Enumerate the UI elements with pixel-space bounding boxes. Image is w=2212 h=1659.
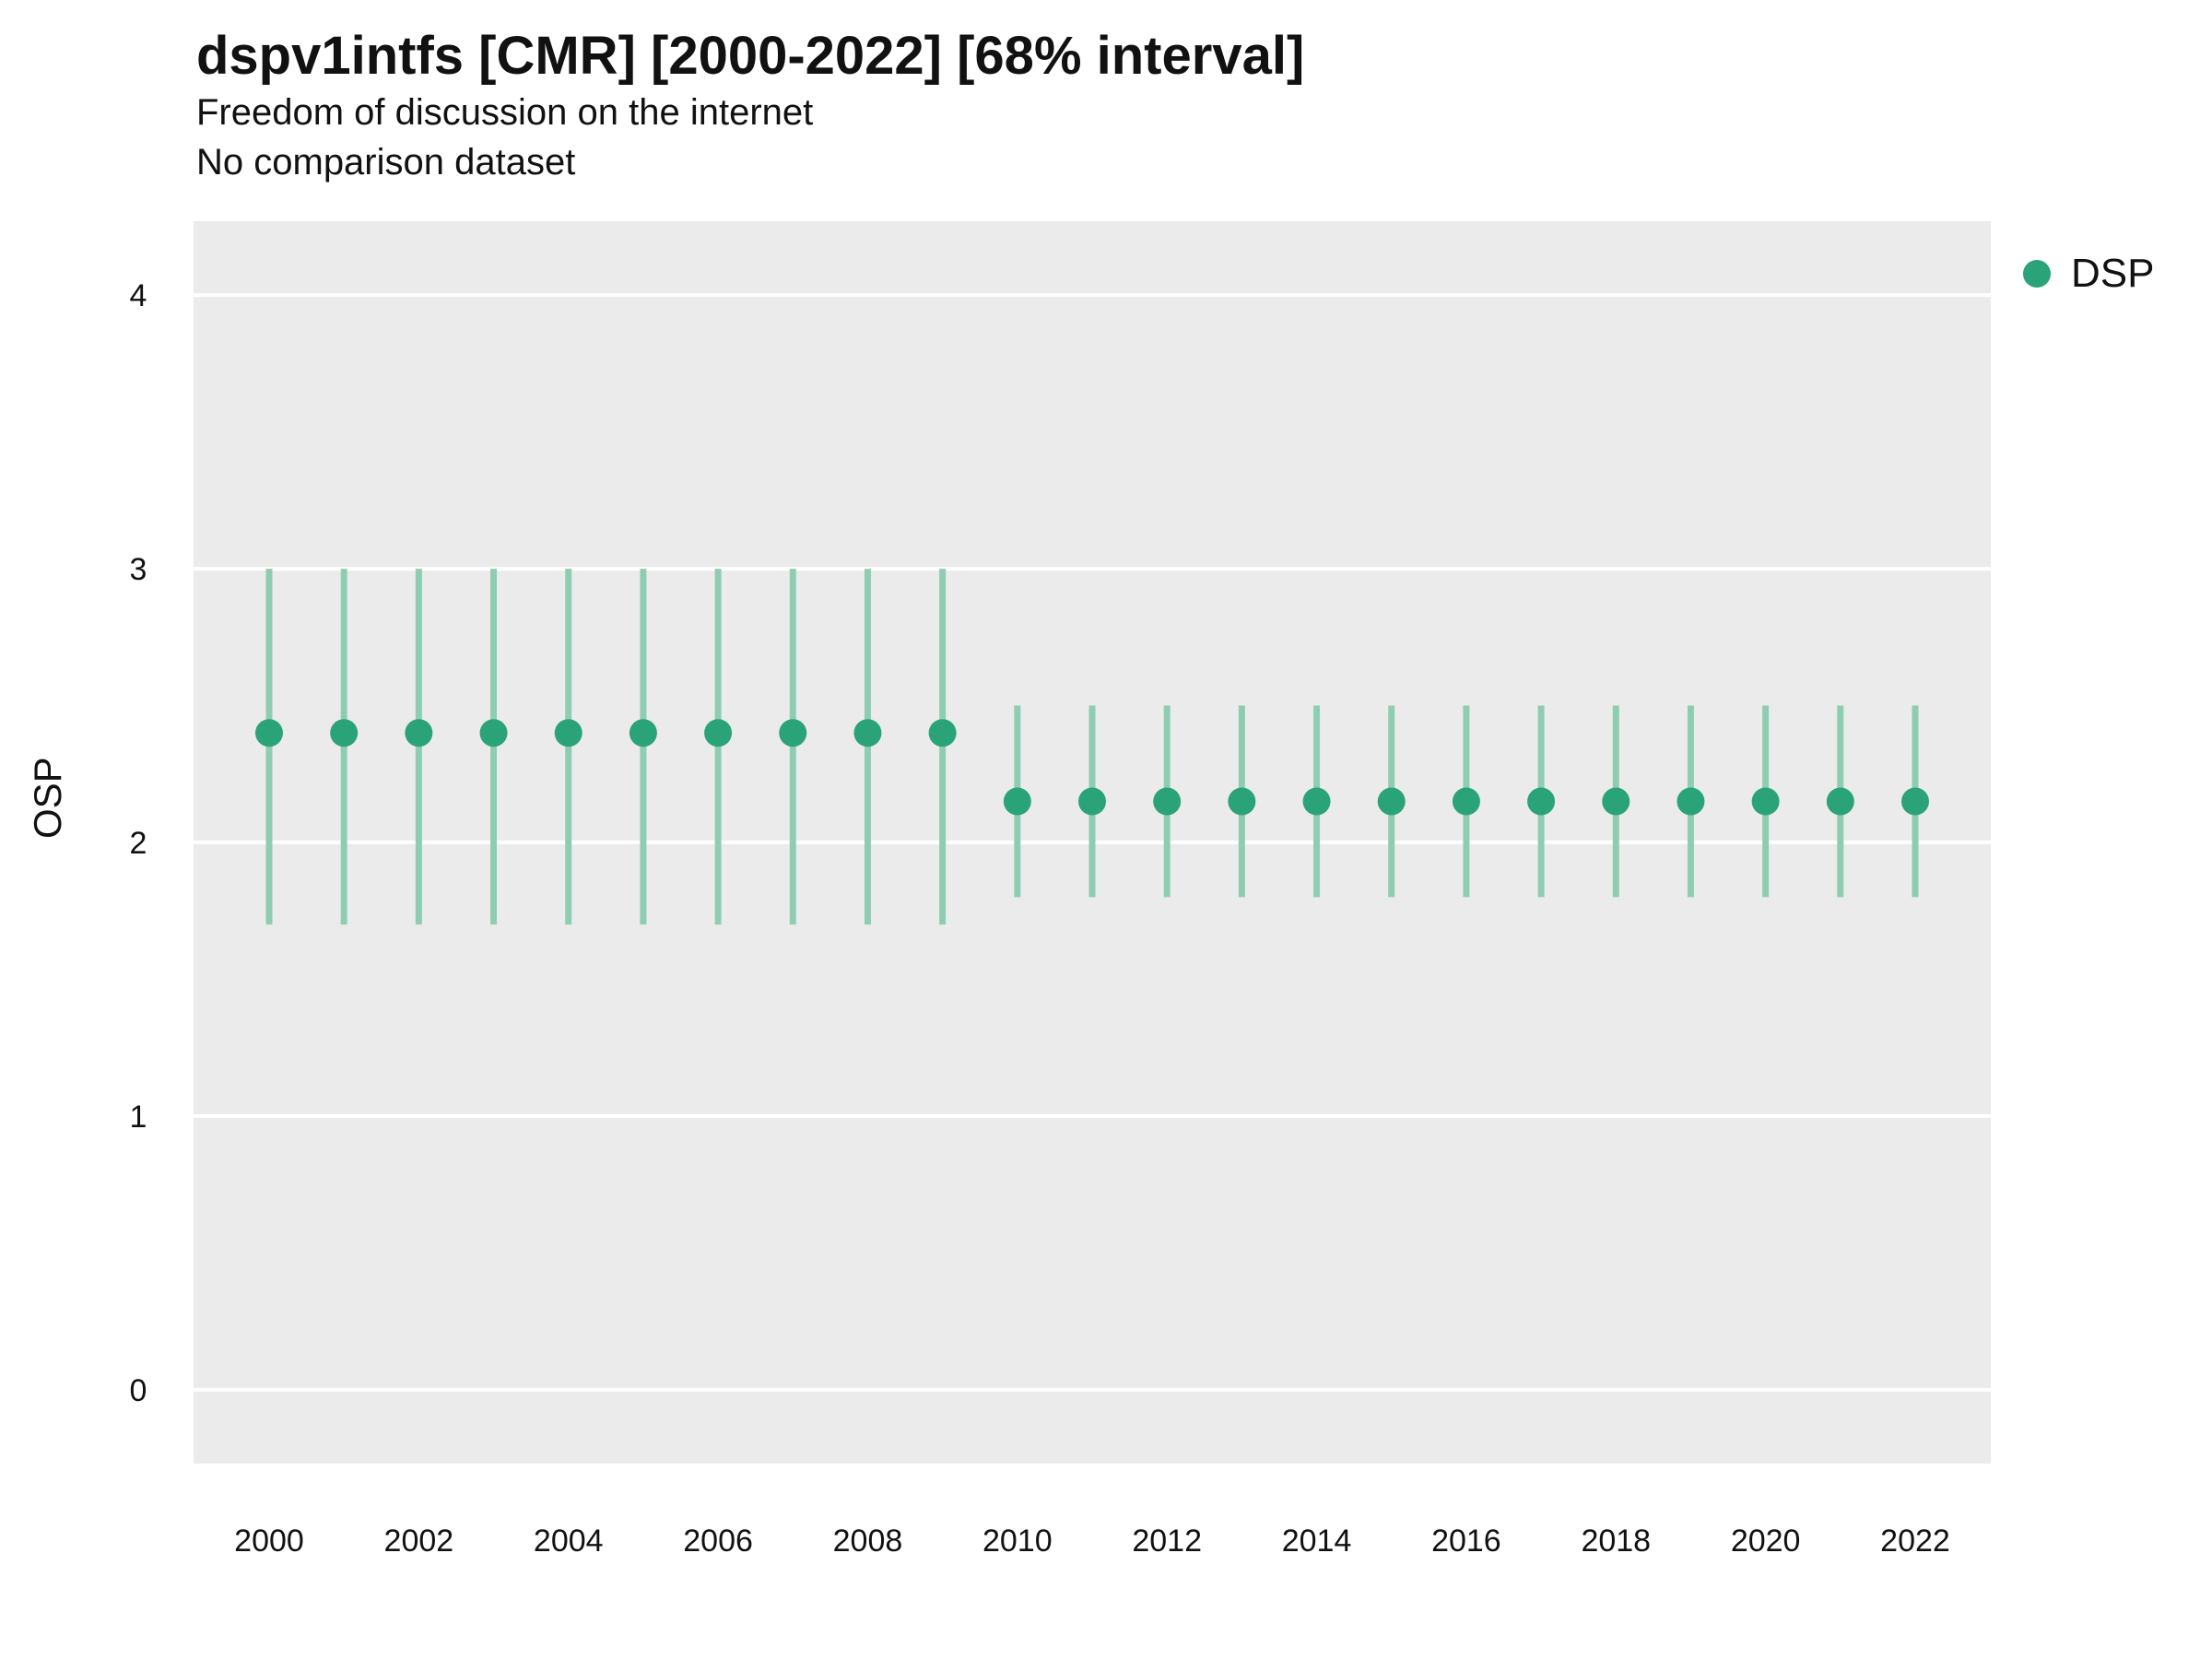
point-DSP-2016	[1452, 787, 1480, 816]
y-tick-label-3: 3	[130, 552, 147, 587]
chart-subtitle: Freedom of discussion on the internet	[196, 91, 814, 133]
x-tick-label-2022: 2022	[1880, 1524, 1950, 1559]
legend-label: DSP	[2071, 251, 2155, 296]
point-DSP-2013	[1228, 787, 1256, 816]
point-DSP-2014	[1302, 787, 1331, 816]
point-DSP-2022	[1901, 787, 1929, 816]
point-DSP-2018	[1602, 787, 1630, 816]
y-tick-label-4: 4	[130, 278, 147, 313]
point-DSP-2019	[1677, 787, 1705, 816]
y-tick-label-0: 0	[130, 1373, 147, 1408]
point-DSP-2002	[405, 719, 433, 747]
x-tick-label-2006: 2006	[683, 1524, 753, 1559]
point-DSP-2021	[1826, 787, 1854, 816]
x-tick-label-2020: 2020	[1731, 1524, 1801, 1559]
x-tick-label-2010: 2010	[982, 1524, 1053, 1559]
point-DSP-2007	[779, 719, 807, 747]
point-DSP-2015	[1377, 787, 1406, 816]
point-DSP-2010	[1003, 787, 1031, 816]
point-DSP-2008	[853, 719, 882, 747]
legend: DSP	[2023, 251, 2154, 297]
point-DSP-2004	[554, 719, 582, 747]
point-DSP-2001	[330, 719, 359, 747]
point-DSP-2012	[1153, 787, 1182, 816]
x-tick-label-2002: 2002	[384, 1524, 454, 1559]
chart-title: dspv1intfs [CMR] [2000-2022] [68% interv…	[196, 26, 1305, 86]
x-tick-label-2012: 2012	[1132, 1524, 1202, 1559]
point-DSP-2011	[1078, 787, 1106, 816]
point-DSP-2005	[629, 719, 657, 747]
point-DSP-2000	[255, 719, 283, 747]
x-tick-label-2008: 2008	[833, 1524, 903, 1559]
point-DSP-2009	[928, 719, 957, 747]
point-DSP-2017	[1527, 787, 1556, 816]
chart-header: dspv1intfs [CMR] [2000-2022] [68% interv…	[196, 26, 1304, 187]
x-tick-label-2000: 2000	[234, 1524, 304, 1559]
x-tick-label-2014: 2014	[1282, 1524, 1352, 1559]
y-axis-label: OSP	[26, 757, 69, 839]
point-DSP-2006	[704, 719, 733, 747]
y-tick-label-2: 2	[130, 826, 147, 861]
y-tick-label-1: 1	[130, 1100, 147, 1135]
point-DSP-2020	[1751, 787, 1780, 816]
x-tick-label-2018: 2018	[1581, 1524, 1651, 1559]
point-DSP-2003	[479, 719, 508, 747]
x-tick-label-2016: 2016	[1431, 1524, 1501, 1559]
chart-note: No comparison dataset	[196, 141, 576, 182]
legend-point-icon	[2023, 260, 2051, 288]
x-tick-label-2004: 2004	[534, 1524, 604, 1559]
